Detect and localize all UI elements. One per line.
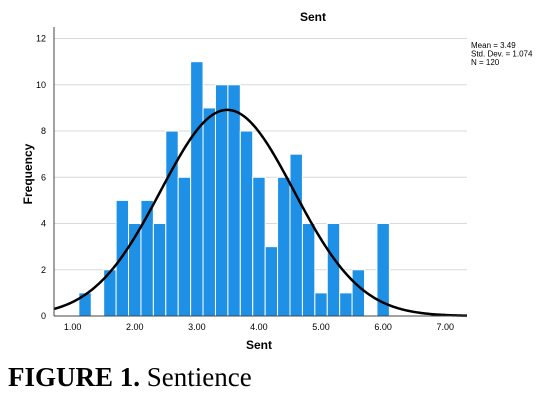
histogram-bar	[277, 176, 291, 317]
figure-caption: FIGURE 1. Sentience	[8, 362, 252, 393]
y-tick-label: 12	[36, 34, 46, 44]
histogram-bar	[252, 176, 266, 317]
histogram-bar	[239, 130, 254, 317]
histogram-bar	[227, 84, 241, 317]
y-tick-label: 8	[41, 126, 46, 136]
y-tick-label: 4	[41, 219, 46, 229]
x-tick-label: 2.00	[126, 322, 144, 332]
histogram-bar	[326, 223, 341, 317]
x-tick-label: 5.00	[312, 322, 330, 332]
histogram-bar	[165, 130, 179, 317]
y-tick-label: 2	[41, 265, 46, 275]
y-tick-label: 0	[41, 311, 46, 321]
caption-label: FIGURE 1.	[8, 362, 141, 392]
chart-title: Sent	[300, 10, 326, 24]
stats-line: N = 120	[471, 58, 500, 67]
histogram-bar	[152, 223, 167, 317]
y-tick-label: 6	[41, 172, 46, 182]
x-tick-label: 4.00	[250, 322, 268, 332]
y-axis-label: Frequency	[21, 143, 35, 204]
histogram-bar	[301, 223, 316, 317]
histogram-bar	[177, 176, 192, 317]
histogram-bar	[190, 61, 204, 317]
y-tick-label: 10	[36, 80, 46, 90]
histogram-bar	[339, 292, 353, 317]
histogram-bar	[214, 84, 229, 317]
stats-line: Mean = 3.49	[471, 41, 516, 50]
x-tick-label: 6.00	[374, 322, 392, 332]
x-tick-label: 3.00	[188, 322, 206, 332]
caption-text: Sentience	[146, 362, 252, 392]
normal-curve	[53, 108, 468, 317]
histogram-bar	[351, 269, 366, 317]
x-tick-label: 1.00	[64, 322, 82, 332]
histogram-chart: 0 2 4 6 8 10 12 1.00 2.00 3.00 4.00 5.00 6.00 7.00 S…	[21, 10, 533, 352]
y-tick-labels: 0 2 4 6 8 10 12	[36, 34, 46, 321]
x-tick-labels: 1.00 2.00 3.00 4.00 5.00 6.00 7.00	[64, 322, 454, 332]
x-tick-label: 7.00	[436, 322, 454, 332]
x-axis-label: Sent	[246, 338, 272, 352]
histogram-bar	[264, 246, 279, 317]
histogram-bar	[314, 292, 328, 317]
stats-line: Std. Dev. = 1.074	[471, 50, 533, 59]
normal-curve-line	[53, 108, 468, 317]
axes	[53, 27, 467, 317]
histogram-bar	[202, 107, 216, 317]
histogram-bar	[289, 153, 303, 317]
bars	[78, 61, 390, 317]
